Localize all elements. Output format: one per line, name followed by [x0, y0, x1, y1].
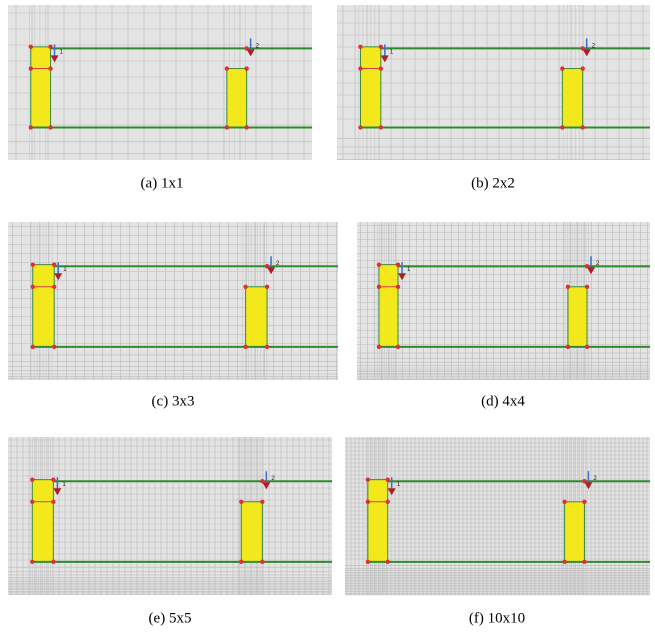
right-strip — [227, 69, 247, 128]
right-strip — [241, 502, 262, 562]
mesh-node — [48, 125, 52, 129]
mesh-node — [585, 285, 589, 289]
mesh-node — [51, 560, 55, 564]
caption: (c) 3x3 — [152, 393, 195, 409]
mesh-node — [366, 477, 370, 481]
mesh-node — [244, 66, 248, 70]
mesh-node — [30, 560, 34, 564]
mesh-node — [52, 262, 56, 266]
mesh-node — [29, 45, 33, 49]
mesh-node — [562, 560, 566, 564]
mesh-panel: 12 — [8, 437, 332, 595]
left-strip — [379, 265, 398, 347]
mesh-node — [265, 345, 269, 349]
panel-background — [337, 5, 650, 160]
mesh-node — [396, 262, 400, 266]
mesh-node — [386, 500, 390, 504]
mesh-panel: 12 — [8, 222, 338, 380]
right-strip — [246, 287, 267, 347]
mesh-node — [377, 285, 381, 289]
mesh-node — [260, 500, 264, 504]
caption: (e) 5x5 — [149, 610, 192, 626]
left-strip — [360, 47, 380, 128]
mesh-node — [29, 66, 33, 70]
mesh-node — [225, 66, 229, 70]
mesh-node — [386, 477, 390, 481]
mesh-node — [244, 125, 248, 129]
mesh-node — [377, 262, 381, 266]
mesh-node — [366, 500, 370, 504]
mesh-node — [585, 345, 589, 349]
mesh-node — [379, 125, 383, 129]
right-strip — [562, 69, 582, 128]
mesh-node — [366, 560, 370, 564]
mesh-node — [29, 125, 33, 129]
caption: (a) 1x1 — [141, 175, 184, 191]
mesh-node — [386, 560, 390, 564]
mesh-node — [582, 500, 586, 504]
caption: (d) 4x4 — [481, 393, 525, 409]
left-strip — [32, 480, 53, 562]
mesh-node — [358, 66, 362, 70]
left-strip — [368, 480, 388, 562]
mesh-node — [396, 285, 400, 289]
mesh-node — [30, 500, 34, 504]
mesh-node — [379, 45, 383, 49]
figure: 12 (a) 1x1 12 (b) 2x2 12 (c) 3x3 12 (d) 4x4 12 (e… — [0, 0, 655, 636]
mesh-panel: 12 — [337, 5, 650, 160]
mesh-node — [48, 45, 52, 49]
mesh-node — [358, 125, 362, 129]
mesh-node — [51, 477, 55, 481]
mesh-node — [31, 262, 35, 266]
mesh-node — [51, 500, 55, 504]
mesh-panel: 12 — [8, 5, 312, 160]
caption: (b) 2x2 — [471, 175, 515, 191]
mesh-node — [243, 345, 247, 349]
mesh-node — [582, 560, 586, 564]
mesh-node — [52, 345, 56, 349]
mesh-node — [560, 125, 564, 129]
mesh-node — [225, 125, 229, 129]
mesh-node — [581, 125, 585, 129]
left-strip — [31, 47, 51, 128]
panel-background — [357, 222, 650, 380]
mesh-node — [48, 66, 52, 70]
mesh-node — [566, 285, 570, 289]
mesh-node — [562, 500, 566, 504]
mesh-panel: 12 — [345, 437, 650, 595]
right-strip — [568, 287, 587, 347]
mesh-node — [379, 66, 383, 70]
mesh-node — [52, 285, 56, 289]
mesh-node — [31, 345, 35, 349]
mesh-node — [31, 285, 35, 289]
left-strip — [33, 265, 54, 347]
mesh-node — [581, 66, 585, 70]
mesh-node — [358, 45, 362, 49]
mesh-node — [243, 285, 247, 289]
mesh-node — [239, 560, 243, 564]
mesh-node — [265, 285, 269, 289]
mesh-node — [560, 66, 564, 70]
mesh-node — [30, 477, 34, 481]
mesh-node — [260, 560, 264, 564]
mesh-node — [239, 500, 243, 504]
mesh-node — [566, 345, 570, 349]
caption: (f) 10x10 — [469, 610, 525, 626]
mesh-panel: 12 — [357, 222, 650, 380]
mesh-node — [377, 345, 381, 349]
mesh-node — [396, 345, 400, 349]
right-strip — [565, 502, 585, 562]
